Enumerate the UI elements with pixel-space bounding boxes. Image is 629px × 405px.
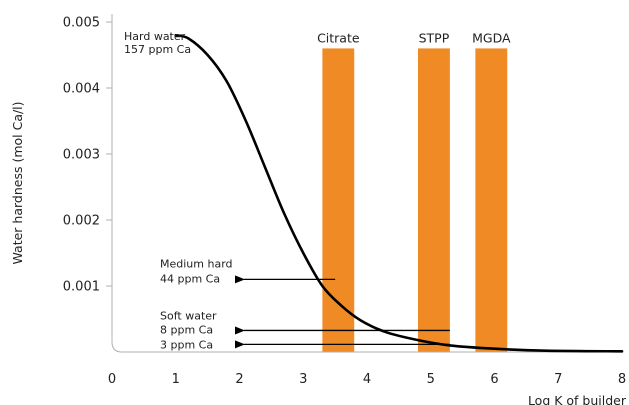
- x-tick-label: 0: [108, 372, 116, 387]
- hardness-curve: [174, 33, 624, 353]
- y-tick-label: 0.004: [63, 82, 100, 97]
- x-tick-label: 6: [490, 372, 498, 387]
- bar-mgda: [475, 48, 508, 353]
- annotation-soft-water-line1: Soft water: [160, 309, 217, 322]
- bar-stpp: [418, 48, 450, 353]
- x-tick-label: 2: [235, 372, 243, 387]
- annotation-soft-water-line2: 8 ppm Ca: [160, 323, 213, 336]
- annotation-medium-hard-line2: 44 ppm Ca: [160, 272, 220, 285]
- y-tick-label: 0.002: [63, 214, 100, 229]
- x-axis-title: Log K of builder: [528, 393, 627, 405]
- x-tick-label: 7: [554, 372, 562, 387]
- annotation-3ppm: 3 ppm Ca: [160, 338, 213, 351]
- x-tick-label: 8: [618, 372, 626, 387]
- annotation-hard-water-line2: 157 ppm Ca: [124, 43, 191, 56]
- y-tick-label: 0.001: [63, 280, 100, 295]
- bar-label-stpp: STPP: [419, 30, 450, 45]
- y-tick-label: 0.003: [63, 148, 100, 163]
- annotation-medium-hard-line1: Medium hard: [160, 257, 233, 270]
- x-tick-label: 1: [172, 372, 180, 387]
- axes-frame: [111, 14, 622, 353]
- bar-label-mgda: MGDA: [472, 30, 511, 45]
- x-tick-label: 5: [427, 372, 435, 387]
- bar-label-citrate: Citrate: [317, 30, 360, 45]
- x-tick-label: 3: [299, 372, 307, 387]
- x-tick-label: 4: [363, 372, 371, 387]
- y-axis-title: Water hardness (mol Ca/l): [10, 101, 25, 264]
- y-tick-label: 0.005: [63, 16, 100, 31]
- bar-citrate: [322, 48, 355, 353]
- annotation-hard-water-line1: Hard water: [124, 30, 186, 43]
